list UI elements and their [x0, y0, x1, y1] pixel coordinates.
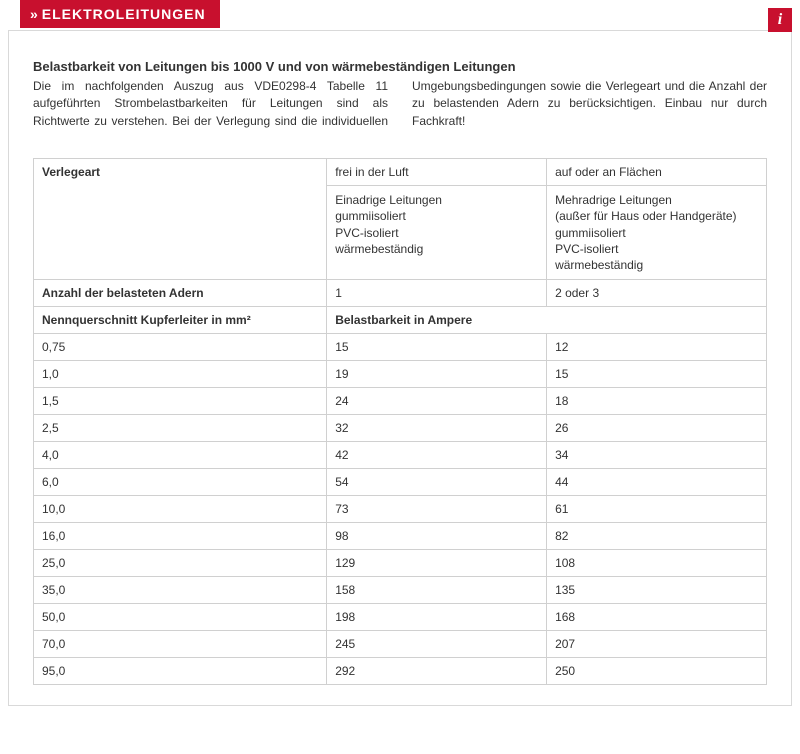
load-table: Verlegeart frei in der Luft auf oder an …: [33, 158, 767, 685]
th-nenn: Nennquerschnitt Kupferleiter in mm²: [34, 307, 327, 334]
th-col2-top: auf oder an Flächen: [547, 159, 767, 186]
td-ampere-col1: 54: [327, 469, 547, 496]
td-querschnitt: 10,0: [34, 496, 327, 523]
td-querschnitt: 95,0: [34, 658, 327, 685]
td-querschnitt: 2,5: [34, 415, 327, 442]
td-querschnitt: 25,0: [34, 550, 327, 577]
table-row: 0,751512: [34, 334, 767, 361]
td-ampere-col2: 15: [547, 361, 767, 388]
td-ampere-col1: 24: [327, 388, 547, 415]
table-row-anzahl: Anzahl der belasteten Adern 1 2 oder 3: [34, 280, 767, 307]
doc-title: Belastbarkeit von Leitungen bis 1000 V u…: [33, 59, 767, 74]
td-querschnitt: 4,0: [34, 442, 327, 469]
td-querschnitt: 1,5: [34, 388, 327, 415]
td-anzahl-c2: 2 oder 3: [547, 280, 767, 307]
td-anzahl-c1: 1: [327, 280, 547, 307]
td-querschnitt: 50,0: [34, 604, 327, 631]
td-ampere-col1: 42: [327, 442, 547, 469]
td-ampere-col1: 198: [327, 604, 547, 631]
table-row: 35,0158135: [34, 577, 767, 604]
td-ampere-col1: 15: [327, 334, 547, 361]
table-row: 1,52418: [34, 388, 767, 415]
th-verlegeart: Verlegeart: [34, 159, 327, 280]
table-row: 95,0292250: [34, 658, 767, 685]
td-querschnitt: 16,0: [34, 523, 327, 550]
td-ampere-col2: 44: [547, 469, 767, 496]
table-row: 6,05444: [34, 469, 767, 496]
table-row: 25,0129108: [34, 550, 767, 577]
td-ampere-col2: 168: [547, 604, 767, 631]
td-ampere-col2: 26: [547, 415, 767, 442]
table-row: 10,07361: [34, 496, 767, 523]
td-ampere-col2: 18: [547, 388, 767, 415]
table-row: 1,01915: [34, 361, 767, 388]
table-row: 50,0198168: [34, 604, 767, 631]
table-row: 4,04234: [34, 442, 767, 469]
th-col1-top: frei in der Luft: [327, 159, 547, 186]
td-querschnitt: 1,0: [34, 361, 327, 388]
td-ampere-col2: 82: [547, 523, 767, 550]
td-querschnitt: 70,0: [34, 631, 327, 658]
th-belast: Belastbarkeit in Ampere: [327, 307, 767, 334]
header-bar: » ELEKTROLEITUNGEN i: [0, 0, 800, 30]
td-ampere-col1: 98: [327, 523, 547, 550]
td-ampere-col2: 61: [547, 496, 767, 523]
th-col1-desc: Einadrige LeitungengummiisoliertPVC-isol…: [327, 186, 547, 280]
td-querschnitt: 0,75: [34, 334, 327, 361]
td-ampere-col2: 207: [547, 631, 767, 658]
content-frame: Belastbarkeit von Leitungen bis 1000 V u…: [8, 30, 792, 706]
doc-intro: Die im nachfolgenden Auszug aus VDE0298-…: [33, 78, 767, 130]
table-row: 16,09882: [34, 523, 767, 550]
table-row: 2,53226: [34, 415, 767, 442]
td-ampere-col2: 34: [547, 442, 767, 469]
td-ampere-col2: 108: [547, 550, 767, 577]
table-row-head-top: Verlegeart frei in der Luft auf oder an …: [34, 159, 767, 186]
td-ampere-col1: 32: [327, 415, 547, 442]
td-ampere-col2: 135: [547, 577, 767, 604]
table-row: 70,0245207: [34, 631, 767, 658]
td-ampere-col1: 245: [327, 631, 547, 658]
info-icon: i: [768, 8, 792, 32]
th-anzahl: Anzahl der belasteten Adern: [34, 280, 327, 307]
td-querschnitt: 35,0: [34, 577, 327, 604]
header-tab: » ELEKTROLEITUNGEN: [20, 0, 220, 28]
table-row-nenn: Nennquerschnitt Kupferleiter in mm² Bela…: [34, 307, 767, 334]
td-ampere-col1: 19: [327, 361, 547, 388]
td-querschnitt: 6,0: [34, 469, 327, 496]
td-ampere-col1: 73: [327, 496, 547, 523]
td-ampere-col1: 158: [327, 577, 547, 604]
page: » ELEKTROLEITUNGEN i Belastbarkeit von L…: [0, 0, 800, 706]
chevron-right-icon: »: [30, 6, 36, 22]
th-col2-desc: Mehradrige Leitungen(außer für Haus oder…: [547, 186, 767, 280]
td-ampere-col2: 12: [547, 334, 767, 361]
td-ampere-col1: 292: [327, 658, 547, 685]
td-ampere-col1: 129: [327, 550, 547, 577]
td-ampere-col2: 250: [547, 658, 767, 685]
header-title: ELEKTROLEITUNGEN: [42, 6, 206, 22]
